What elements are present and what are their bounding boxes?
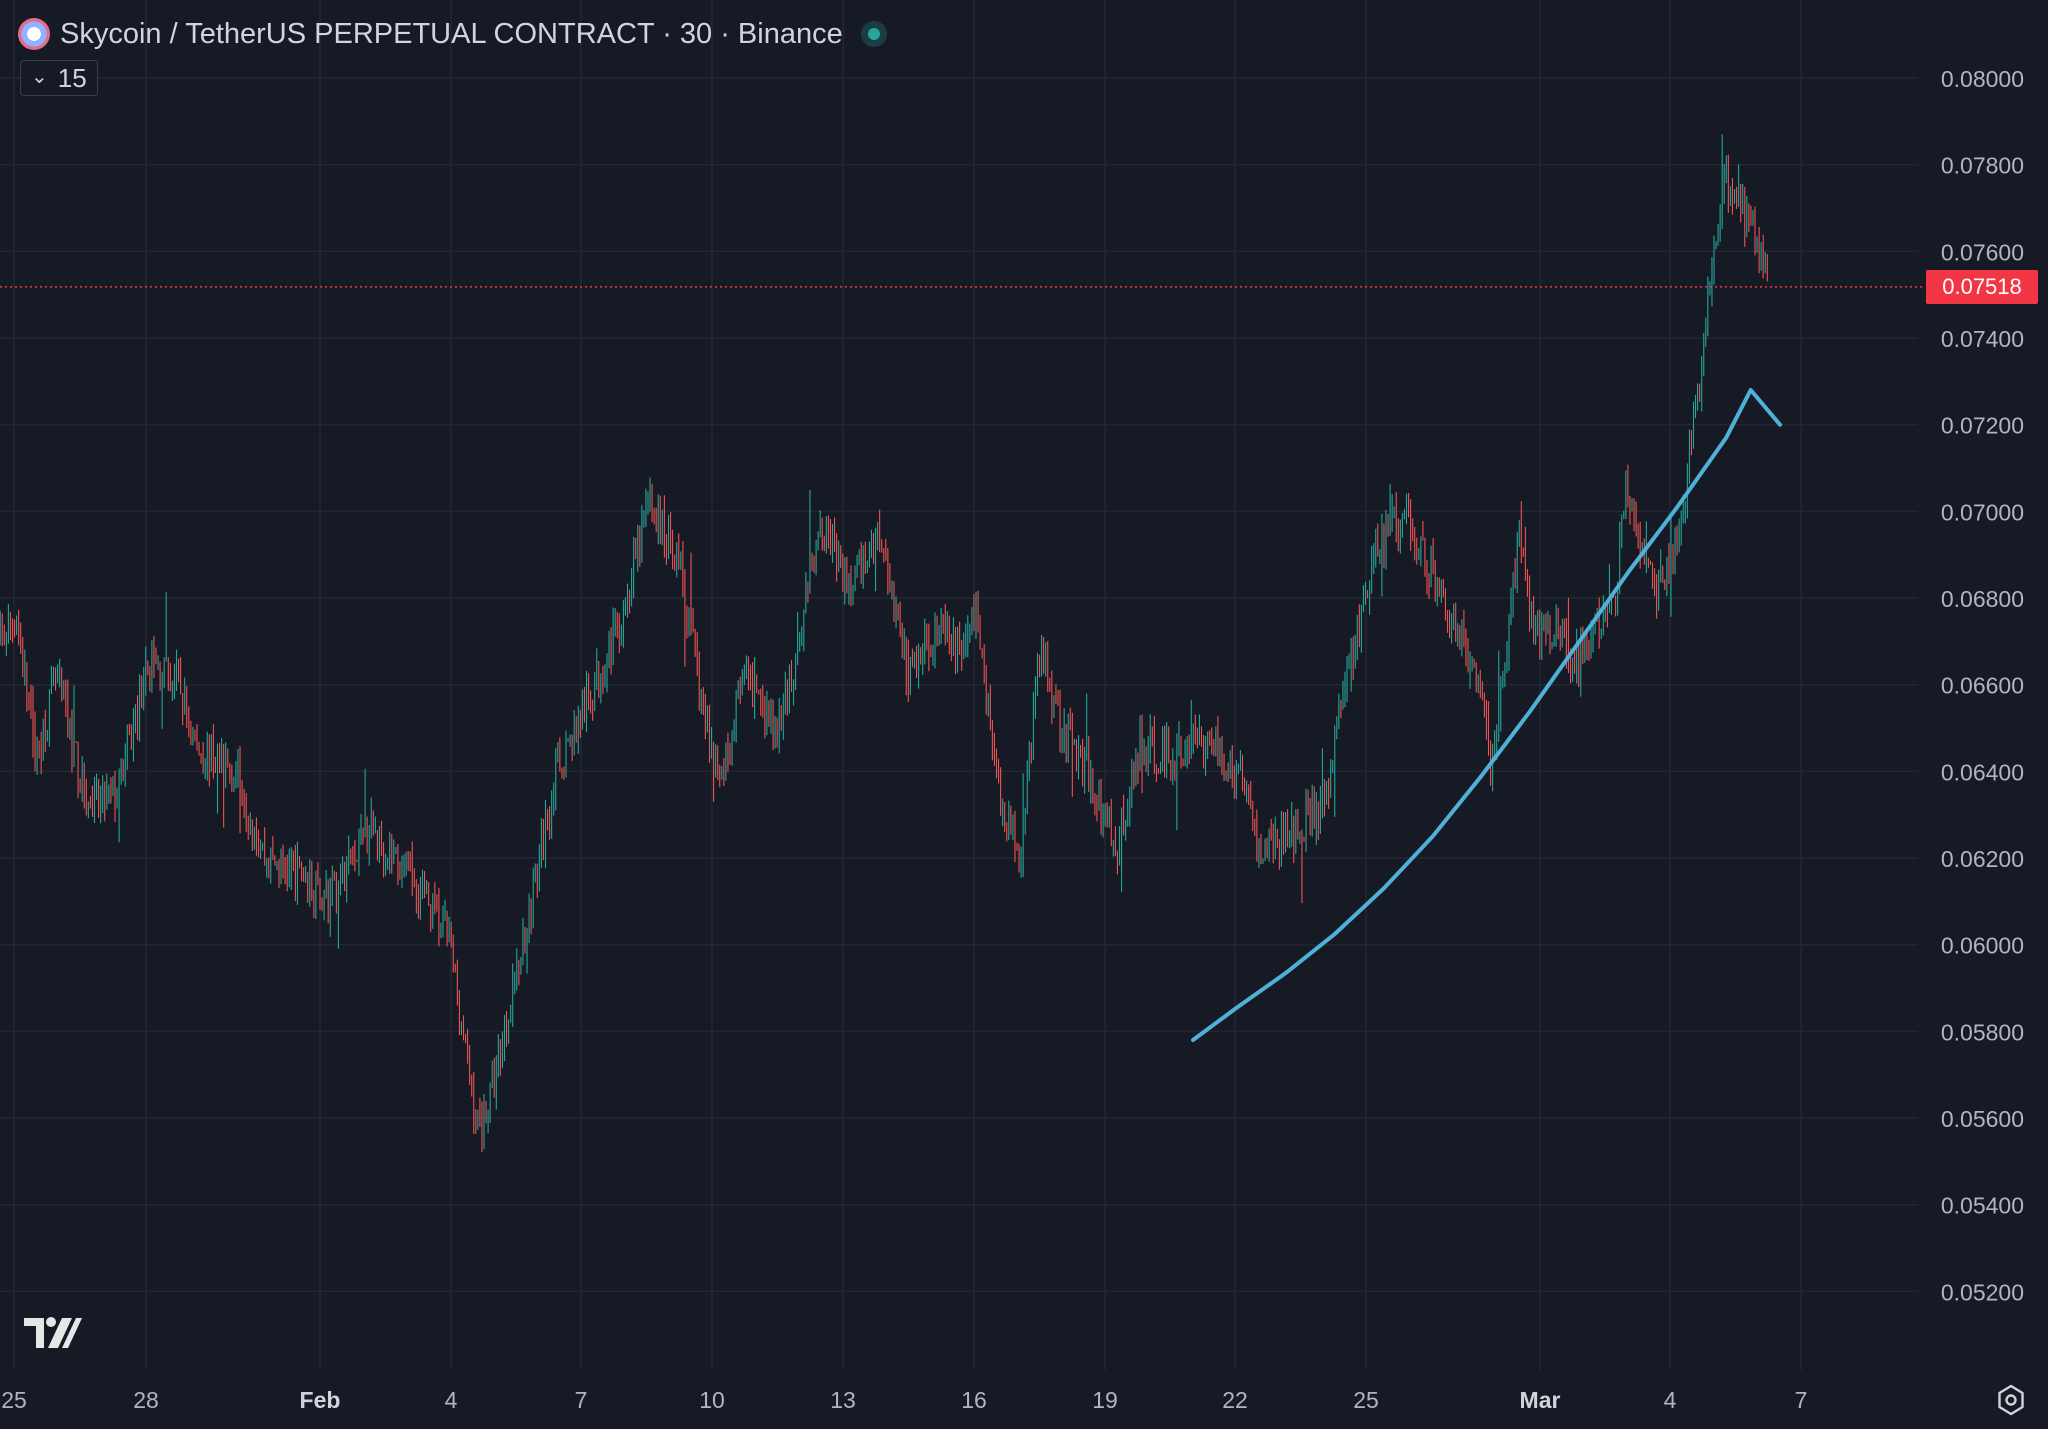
market-status-icon <box>860 21 887 47</box>
price-tick-label: 0.06200 <box>1941 846 2024 872</box>
price-tick-label: 0.07400 <box>1941 326 2024 352</box>
time-axis[interactable]: 25 28 Feb 4 7 10 13 16 19 22 25 Mar 4 7 <box>1 1387 1807 1413</box>
price-tick-label: 0.07000 <box>1941 499 2024 525</box>
settings-gear-icon[interactable] <box>1994 1383 2028 1417</box>
time-tick-label: 7 <box>575 1387 588 1413</box>
time-tick-label: 25 <box>1353 1387 1379 1413</box>
time-tick-label: Feb <box>300 1387 341 1413</box>
price-tick-label: 0.07200 <box>1941 413 2024 439</box>
chevron-down-icon: ⌄ <box>31 65 48 88</box>
time-tick-label: 22 <box>1222 1387 1248 1413</box>
time-tick-label: 10 <box>699 1387 725 1413</box>
grid <box>0 0 1918 1370</box>
time-tick-label: 4 <box>445 1387 458 1413</box>
time-tick-label: 7 <box>1795 1387 1808 1413</box>
tradingview-logo-icon[interactable] <box>24 1316 82 1350</box>
price-tick-label: 0.07600 <box>1941 239 2024 265</box>
price-tick-label: 0.05600 <box>1941 1106 2024 1132</box>
trend-curve[interactable] <box>1191 388 1782 1042</box>
price-tick-label: 0.08000 <box>1941 66 2024 92</box>
price-tick-label: 0.07800 <box>1941 153 2024 179</box>
price-tick-label: 0.05200 <box>1941 1279 2024 1305</box>
last-price-label: 0.07518 <box>1926 269 2038 304</box>
symbol-legend[interactable]: Skycoin / TetherUS PERPETUAL CONTRACT · … <box>18 14 887 54</box>
price-tick-label: 0.06000 <box>1941 933 2024 959</box>
price-tick-label: 0.06800 <box>1941 586 2024 612</box>
skycoin-logo-icon <box>18 18 50 50</box>
time-tick-label: 28 <box>133 1387 159 1413</box>
time-tick-label: Mar <box>1520 1387 1561 1413</box>
time-tick-label: 16 <box>961 1387 987 1413</box>
price-tick-label: 0.05400 <box>1941 1193 2024 1219</box>
price-axis[interactable]: 0.08000 0.07800 0.07600 0.07400 0.07200 0.070… <box>1941 66 2024 1305</box>
price-tick-label: 0.06600 <box>1941 673 2024 699</box>
symbol-title[interactable]: Skycoin / TetherUS PERPETUAL CONTRACT · … <box>60 17 843 50</box>
time-tick-label: 4 <box>1664 1387 1677 1413</box>
time-tick-label: 19 <box>1092 1387 1118 1413</box>
time-tick-label: 25 <box>1 1387 27 1413</box>
price-tick-label: 0.06400 <box>1941 759 2024 785</box>
indicators-collapse-button[interactable]: ⌄ 15 <box>20 60 98 96</box>
trend-line[interactable] <box>1191 388 1782 1042</box>
time-tick-label: 13 <box>830 1387 856 1413</box>
candles[interactable] <box>0 134 1768 1153</box>
price-tick-label: 0.05800 <box>1941 1019 2024 1045</box>
indicator-count: 15 <box>57 62 87 93</box>
